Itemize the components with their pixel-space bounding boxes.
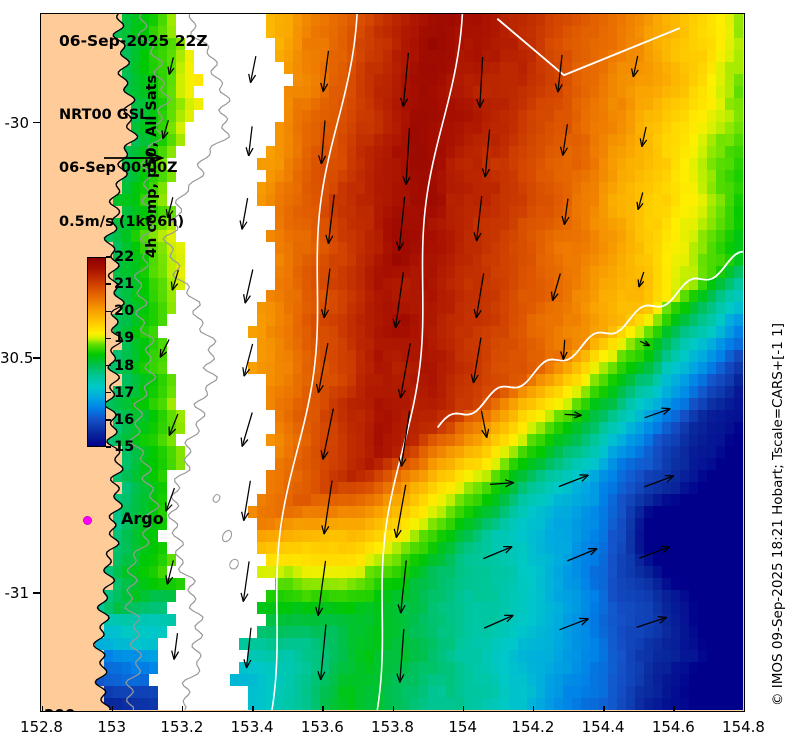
colorbar-tick-label: 17 bbox=[114, 384, 135, 401]
x-axis-tick bbox=[322, 706, 324, 712]
depth-contour-legend: 200m 1000m bbox=[44, 669, 101, 711]
x-axis-tick bbox=[603, 706, 605, 712]
x-axis-tick-label: 154.4 bbox=[581, 718, 625, 736]
y-axis-tick bbox=[33, 357, 40, 359]
colorbar-tick bbox=[106, 364, 111, 367]
colorbar-tick-label: 16 bbox=[114, 411, 135, 428]
map-plot-area[interactable]: 06-Sep-2025 22Z NRT00 GSL 06-Sep 00:00Z … bbox=[40, 13, 745, 712]
x-axis-tick bbox=[743, 706, 745, 712]
y-axis-tick bbox=[33, 592, 40, 594]
x-axis-tick bbox=[673, 706, 675, 712]
y-axis-tick bbox=[33, 121, 40, 124]
x-axis-tick-label: 153.6 bbox=[300, 718, 344, 736]
colorbar[interactable]: 22 21 20 19 18 17 16 15 4h comp, p50, All Sats bbox=[47, 75, 167, 455]
product-time-label: 06-Sep 00:00Z bbox=[59, 160, 178, 177]
product-name-label: NRT00 GSL bbox=[59, 107, 149, 124]
colorbar-tick-label: 19 bbox=[114, 330, 135, 347]
colorbar-tick bbox=[106, 391, 111, 394]
depth-200m-label: 200m bbox=[44, 706, 101, 711]
argo-legend: Argo bbox=[49, 509, 189, 535]
colorbar-gradient bbox=[87, 257, 106, 447]
colorbar-tick bbox=[106, 310, 111, 313]
x-axis-tick-label: 154.2 bbox=[511, 718, 555, 736]
copyright-credit: © IMOS 09-Sep-2025 18:21 Hobart; Tscale=… bbox=[770, 323, 786, 706]
x-axis-tick-label: 152.8 bbox=[20, 718, 63, 736]
x-axis-tick-label: 153.2 bbox=[160, 718, 204, 736]
colorbar-tick bbox=[106, 446, 111, 448]
y-axis-tick-label: 30.5 bbox=[0, 348, 34, 367]
x-axis-tick bbox=[252, 706, 254, 712]
colorbar-title: 4h comp, p50, All Sats bbox=[144, 74, 160, 258]
colorbar-tick bbox=[106, 419, 111, 421]
timestamp-label: 06-Sep-2025 22Z bbox=[59, 32, 208, 50]
argo-legend-label: Argo bbox=[121, 509, 164, 528]
y-axis-tick-label: -30 bbox=[4, 113, 30, 132]
colorbar-tick bbox=[106, 256, 111, 258]
x-axis-tick bbox=[111, 706, 114, 712]
colorbar-tick-label: 22 bbox=[114, 249, 135, 265]
scale-arrow-icon bbox=[69, 130, 165, 165]
x-axis-tick-label: 154.8 bbox=[722, 718, 765, 736]
x-axis-tick-label: 154.6 bbox=[651, 718, 695, 736]
colorbar-tick-label: 15 bbox=[114, 439, 135, 455]
x-axis-tick-label: 153 bbox=[97, 718, 127, 736]
x-axis-tick bbox=[181, 706, 184, 712]
colorbar-tick-label: 20 bbox=[114, 303, 135, 320]
product-info-block: NRT00 GSL 06-Sep 00:00Z 0.5m/s (1kt 6h) bbox=[59, 72, 184, 267]
sst-heatmap-canvas[interactable] bbox=[41, 14, 743, 710]
argo-marker-icon bbox=[83, 516, 92, 525]
colorbar-tick-label: 18 bbox=[114, 357, 135, 374]
x-axis-tick bbox=[41, 706, 43, 712]
y-axis-tick-label: -31 bbox=[4, 583, 30, 602]
colorbar-tick bbox=[106, 283, 111, 285]
colorbar-tick-label: 21 bbox=[114, 276, 135, 293]
x-axis-tick bbox=[392, 706, 394, 712]
x-axis-tick-label: 154 bbox=[448, 718, 478, 736]
colorbar-tick bbox=[106, 337, 111, 340]
x-axis-tick-label: 153.4 bbox=[230, 718, 274, 736]
x-axis-tick-label: 153.8 bbox=[371, 718, 414, 736]
x-axis-tick bbox=[532, 706, 535, 712]
x-axis-tick bbox=[462, 706, 465, 712]
current-scale-label: 0.5m/s (1kt 6h) bbox=[59, 213, 185, 230]
